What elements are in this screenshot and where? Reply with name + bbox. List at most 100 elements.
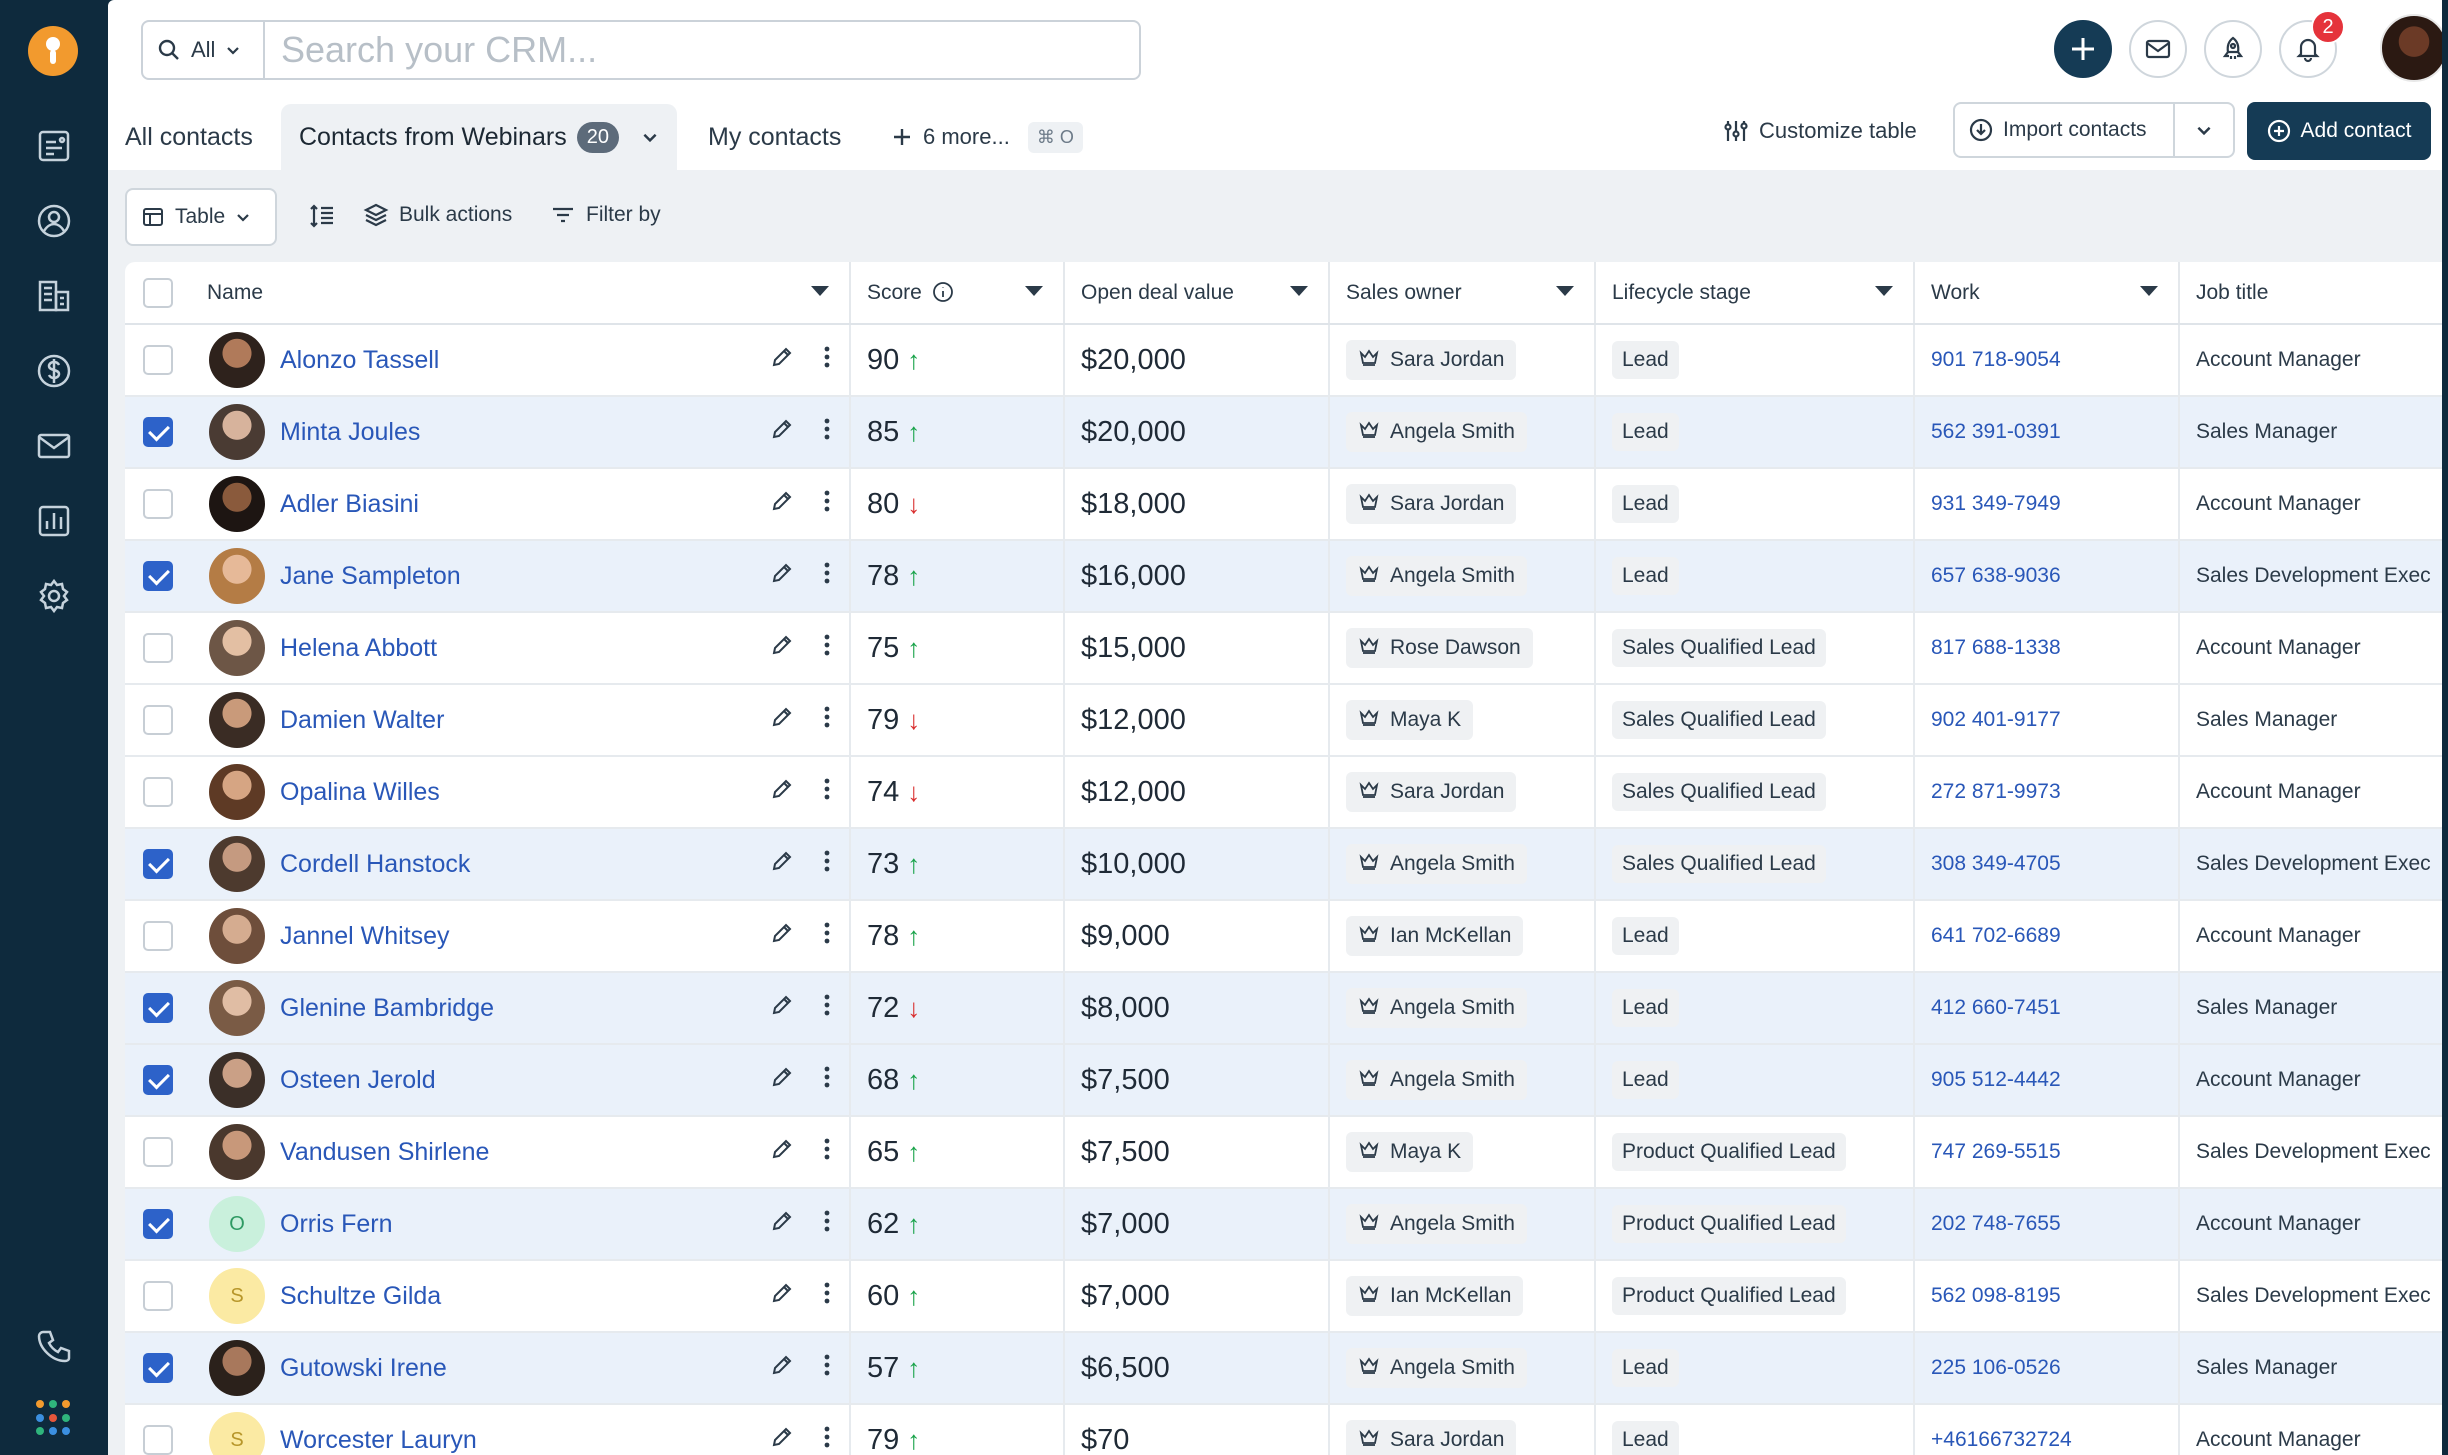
edit-pencil-icon[interactable]: [769, 488, 795, 520]
brand-logo[interactable]: [28, 26, 78, 76]
more-options-icon[interactable]: [823, 1280, 831, 1312]
sales-owner-chip[interactable]: Angela Smith: [1346, 988, 1527, 1028]
edit-pencil-icon[interactable]: [769, 1208, 795, 1240]
lifecycle-stage-chip[interactable]: Lead: [1612, 989, 1679, 1027]
more-options-icon[interactable]: [823, 848, 831, 880]
settings-icon[interactable]: [34, 576, 74, 616]
lifecycle-stage-chip[interactable]: Sales Qualified Lead: [1612, 701, 1826, 739]
edit-pencil-icon[interactable]: [769, 416, 795, 448]
lifecycle-stage-chip[interactable]: Lead: [1612, 485, 1679, 523]
sort-caret-icon[interactable]: [811, 286, 829, 296]
work-phone-link[interactable]: 931 349-7949: [1931, 492, 2061, 515]
table-row[interactable]: Minta Joules 85 ↑ $20,000 Angela Smith Le…: [125, 396, 2442, 469]
work-phone-link[interactable]: 562 391-0391: [1931, 420, 2061, 443]
more-options-icon[interactable]: [823, 1208, 831, 1240]
column-header-work[interactable]: Work: [1914, 262, 2180, 325]
tab-my-contacts[interactable]: My contacts: [708, 104, 841, 170]
sort-caret-icon[interactable]: [2140, 286, 2158, 296]
edit-pencil-icon[interactable]: [769, 632, 795, 664]
lifecycle-stage-chip[interactable]: Lead: [1612, 557, 1679, 595]
lifecycle-stage-chip[interactable]: Lead: [1612, 917, 1679, 955]
column-header-score[interactable]: Score: [850, 262, 1065, 325]
table-row[interactable]: Vandusen Shirlene 65 ↑ $7,500 Maya K Prod…: [125, 1116, 2442, 1189]
filter-by-button[interactable]: Filter by: [550, 202, 661, 228]
edit-pencil-icon[interactable]: [769, 848, 795, 880]
quick-add-button[interactable]: [2054, 20, 2112, 78]
table-row[interactable]: Cordell Hanstock 73 ↑ $10,000 Angela Smit…: [125, 828, 2442, 901]
row-checkbox[interactable]: [143, 1065, 173, 1095]
more-options-icon[interactable]: [823, 920, 831, 952]
edit-pencil-icon[interactable]: [769, 1136, 795, 1168]
sales-owner-chip[interactable]: Sara Jordan: [1346, 1420, 1517, 1455]
lifecycle-stage-chip[interactable]: Sales Qualified Lead: [1612, 629, 1826, 667]
contact-name-link[interactable]: Helena Abbott: [280, 633, 438, 662]
chevron-down-icon[interactable]: [641, 128, 659, 146]
work-phone-link[interactable]: 562 098-8195: [1931, 1284, 2061, 1307]
more-options-icon[interactable]: [823, 704, 831, 736]
sales-owner-chip[interactable]: Sara Jordan: [1346, 484, 1517, 524]
apps-grid-icon[interactable]: [36, 1400, 72, 1436]
row-checkbox[interactable]: [143, 1353, 173, 1383]
table-row[interactable]: Jane Sampleton 78 ↑ $16,000 Angela Smith …: [125, 540, 2442, 613]
sales-owner-chip[interactable]: Angela Smith: [1346, 1204, 1527, 1244]
search-scope-select[interactable]: All: [143, 22, 265, 78]
edit-pencil-icon[interactable]: [769, 1280, 795, 1312]
sales-owner-chip[interactable]: Angela Smith: [1346, 1348, 1527, 1388]
more-options-icon[interactable]: [823, 1136, 831, 1168]
row-checkbox[interactable]: [143, 993, 173, 1023]
customize-table-button[interactable]: Customize table: [1723, 118, 1917, 144]
edit-pencil-icon[interactable]: [769, 704, 795, 736]
sort-caret-icon[interactable]: [1556, 286, 1574, 296]
lifecycle-stage-chip[interactable]: Lead: [1612, 341, 1679, 379]
table-row[interactable]: Glenine Bambridge 72 ↓ $8,000 Angela Smit…: [125, 972, 2442, 1045]
add-contact-button[interactable]: Add contact: [2247, 102, 2431, 160]
contact-name-link[interactable]: Alonzo Tassell: [280, 345, 440, 374]
view-type-select[interactable]: Table: [125, 188, 277, 246]
row-checkbox[interactable]: [143, 633, 173, 663]
more-options-icon[interactable]: [823, 1352, 831, 1384]
lifecycle-stage-chip[interactable]: Product Qualified Lead: [1612, 1205, 1846, 1243]
phone-icon[interactable]: [34, 1326, 74, 1366]
column-header-job-title[interactable]: Job title: [2179, 262, 2442, 325]
row-checkbox[interactable]: [143, 1425, 173, 1455]
work-phone-link[interactable]: 272 871-9973: [1931, 780, 2061, 803]
work-phone-link[interactable]: 747 269-5515: [1931, 1140, 2061, 1163]
lifecycle-stage-chip[interactable]: Sales Qualified Lead: [1612, 773, 1826, 811]
edit-pencil-icon[interactable]: [769, 1352, 795, 1384]
contact-name-link[interactable]: Jannel Whitsey: [280, 921, 450, 950]
row-checkbox[interactable]: [143, 1137, 173, 1167]
table-row[interactable]: Adler Biasini 80 ↓ $18,000 Sara Jordan Le…: [125, 468, 2442, 541]
more-options-icon[interactable]: [823, 416, 831, 448]
email-icon[interactable]: [34, 426, 74, 466]
edit-pencil-icon[interactable]: [769, 1424, 795, 1455]
table-row[interactable]: Gutowski Irene 57 ↑ $6,500 Angela Smith L…: [125, 1332, 2442, 1405]
sales-owner-chip[interactable]: Angela Smith: [1346, 844, 1527, 884]
bulk-actions-button[interactable]: Bulk actions: [363, 202, 512, 228]
contact-name-link[interactable]: Jane Sampleton: [280, 561, 461, 590]
sales-owner-chip[interactable]: Sara Jordan: [1346, 772, 1517, 812]
select-all-checkbox[interactable]: [143, 277, 173, 308]
more-options-icon[interactable]: [823, 632, 831, 664]
sort-caret-icon[interactable]: [1025, 286, 1043, 296]
contact-name-link[interactable]: Worcester Lauryn: [280, 1425, 477, 1454]
contact-name-link[interactable]: Minta Joules: [280, 417, 421, 446]
deals-icon[interactable]: [34, 351, 74, 391]
edit-pencil-icon[interactable]: [769, 992, 795, 1024]
lifecycle-stage-chip[interactable]: Product Qualified Lead: [1612, 1277, 1846, 1315]
work-phone-link[interactable]: 308 349-4705: [1931, 852, 2061, 875]
companies-icon[interactable]: [34, 276, 74, 316]
more-options-icon[interactable]: [823, 1064, 831, 1096]
lifecycle-stage-chip[interactable]: Product Qualified Lead: [1612, 1133, 1846, 1171]
row-checkbox[interactable]: [143, 561, 173, 591]
more-options-icon[interactable]: [823, 776, 831, 808]
lifecycle-stage-chip[interactable]: Lead: [1612, 1349, 1679, 1387]
more-views-button[interactable]: 6 more... ⌘ O: [891, 104, 1083, 170]
table-row[interactable]: Damien Walter 79 ↓ $12,000 Maya K Sales Q…: [125, 684, 2442, 757]
table-row[interactable]: Alonzo Tassell 90 ↑ $20,000 Sara Jordan L…: [125, 324, 2442, 397]
notifications-button[interactable]: 2: [2279, 10, 2345, 78]
table-row[interactable]: O Orris Fern 62 ↑ $7,000 Angela Smith Pro…: [125, 1188, 2442, 1261]
row-density-button[interactable]: [308, 202, 336, 230]
reports-icon[interactable]: [34, 501, 74, 541]
row-checkbox[interactable]: [143, 1281, 173, 1311]
sales-owner-chip[interactable]: Maya K: [1346, 1132, 1474, 1172]
